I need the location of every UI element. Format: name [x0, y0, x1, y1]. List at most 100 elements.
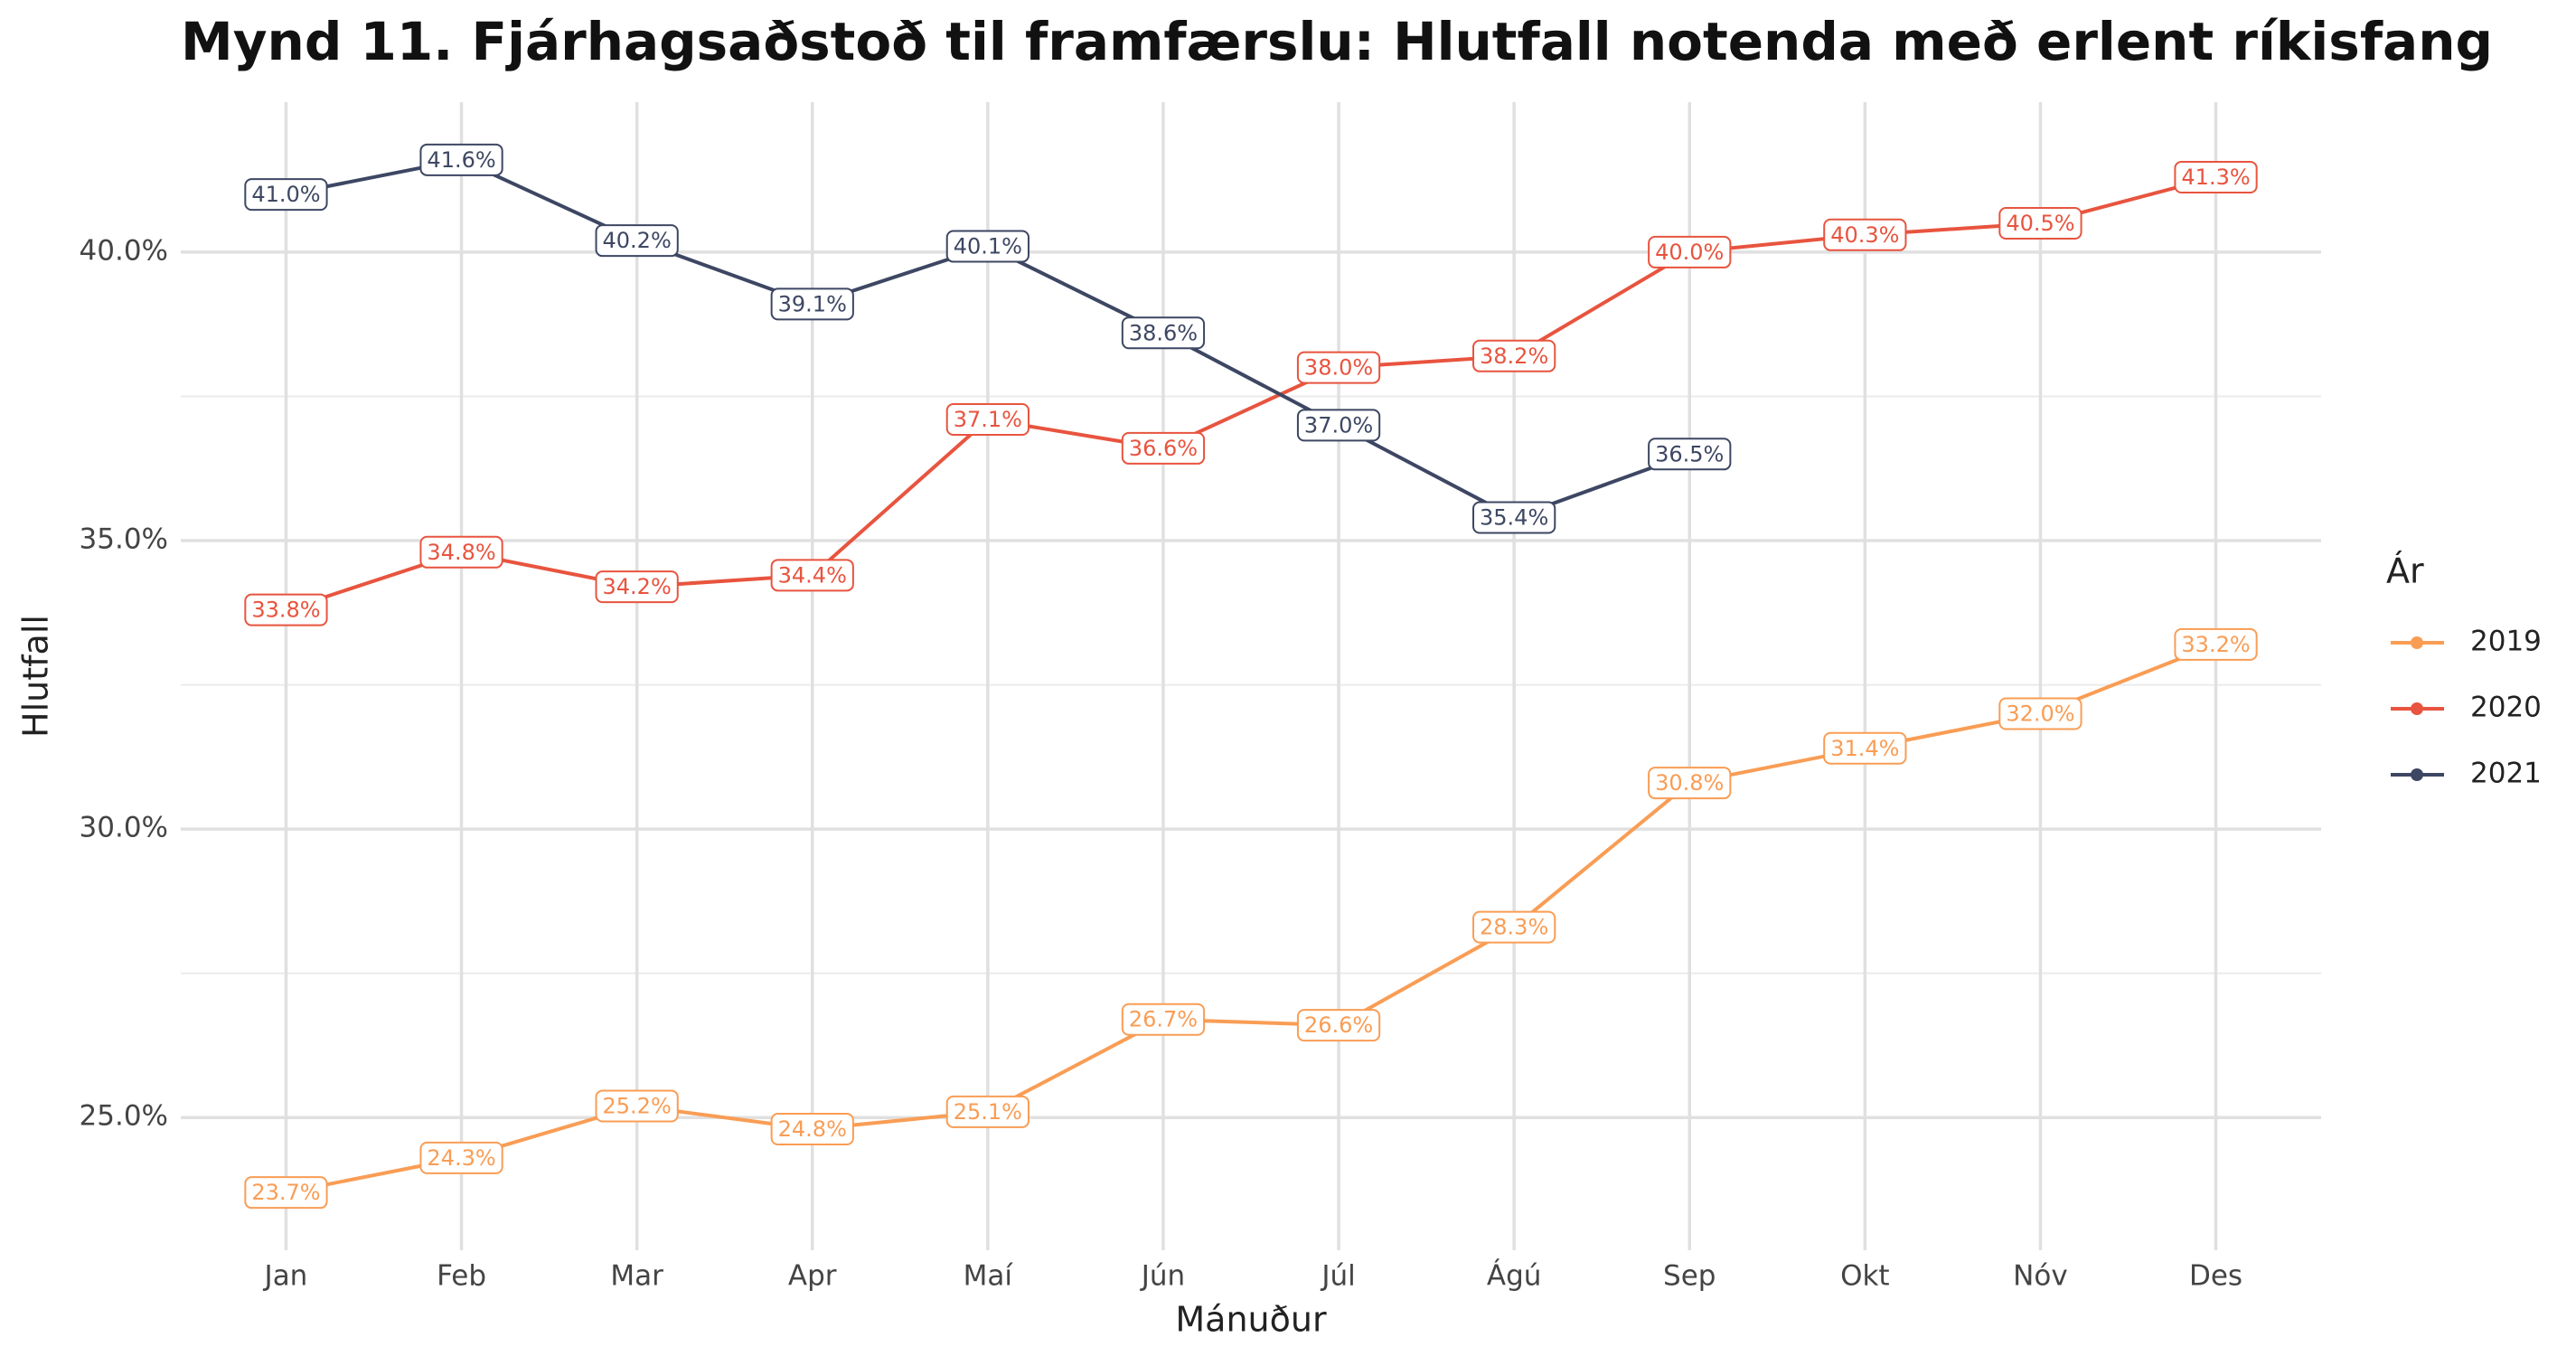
x-tick-label: Sep: [1663, 1260, 1716, 1293]
x-axis-label: Mánuður: [1175, 1300, 1327, 1340]
data-label-text: 38.6%: [1129, 320, 1198, 345]
data-label: 40.5%: [1998, 207, 2082, 240]
series-line: [286, 643, 2217, 1195]
data-label-text: 24.3%: [427, 1145, 495, 1171]
x-tick-label: Júl: [1320, 1260, 1355, 1293]
data-label-box: [419, 1141, 503, 1174]
data-label-box: [244, 1176, 328, 1210]
data-label-box: [945, 1095, 1029, 1128]
legend-swatch-point: [2411, 636, 2423, 649]
data-label-box: [1823, 218, 1907, 251]
data-label-box: [595, 224, 679, 258]
data-label: 36.6%: [1121, 431, 1206, 465]
data-label-text: 28.3%: [1480, 915, 1548, 940]
data-label: 24.3%: [419, 1141, 503, 1174]
data-label: 38.0%: [1296, 351, 1381, 384]
data-label-box: [1121, 316, 1206, 350]
data-label: 33.8%: [244, 593, 328, 626]
data-label-text: 24.8%: [778, 1116, 847, 1142]
y-tick-label: 40.0%: [80, 234, 168, 267]
data-label-text: 40.1%: [954, 234, 1022, 259]
grid: [181, 102, 2321, 1250]
data-label-box: [1296, 409, 1381, 442]
data-label: 25.2%: [595, 1089, 679, 1123]
data-label-text: 31.4%: [1830, 736, 1899, 761]
data-label-box: [1121, 431, 1206, 465]
y-tick-label: 35.0%: [80, 523, 168, 556]
data-label: 34.4%: [770, 559, 854, 592]
data-label-text: 26.7%: [1129, 1007, 1198, 1032]
data-label: 40.2%: [595, 224, 679, 258]
legend-swatch-point: [2411, 702, 2423, 715]
data-label-text: 32.0%: [2006, 701, 2074, 726]
data-label-box: [419, 535, 503, 569]
data-label-text: 39.1%: [778, 291, 847, 316]
x-tick-label: Des: [2189, 1260, 2242, 1293]
data-label-box: [2174, 160, 2258, 193]
data-label-box: [419, 143, 503, 176]
data-label: 37.1%: [945, 403, 1029, 437]
data-label-text: 33.2%: [2181, 632, 2250, 657]
legend-title: Ár: [2386, 551, 2424, 591]
data-label-text: 37.0%: [1304, 412, 1373, 438]
data-label-text: 35.4%: [1480, 504, 1548, 530]
data-label-text: 38.2%: [1480, 344, 1548, 369]
data-label-text: 34.8%: [427, 540, 495, 565]
data-label: 34.2%: [595, 570, 679, 604]
data-label-text: 37.1%: [954, 407, 1022, 432]
data-label-box: [770, 1112, 854, 1145]
legend-swatch-point: [2411, 768, 2423, 781]
data-label: 26.6%: [1296, 1009, 1381, 1042]
data-label-box: [1648, 235, 1732, 268]
data-label-box: [595, 1089, 679, 1123]
y-tick-label: 30.0%: [80, 812, 168, 844]
x-tick-label: Jan: [263, 1260, 308, 1293]
data-label-text: 25.1%: [954, 1099, 1022, 1125]
y-tick-label: 25.0%: [80, 1100, 168, 1133]
data-label-box: [1296, 351, 1381, 384]
x-tick-label: Jún: [1140, 1260, 1185, 1293]
data-label-box: [244, 178, 328, 212]
series-line: [285, 175, 2217, 612]
data-label: 33.2%: [2174, 627, 2258, 661]
y-axis-label: Hlutfall: [16, 615, 56, 738]
data-label: 32.0%: [1998, 697, 2082, 730]
data-label-box: [2174, 627, 2258, 661]
data-label-text: 41.6%: [427, 147, 495, 173]
data-label-text: 34.4%: [778, 562, 847, 588]
data-label: 41.6%: [419, 143, 503, 176]
data-label: 37.0%: [1296, 409, 1381, 442]
data-label-box: [770, 559, 854, 592]
data-label-box: [1296, 1009, 1381, 1042]
data-label-text: 36.5%: [1655, 441, 1724, 466]
data-label-text: 25.2%: [603, 1093, 672, 1118]
data-label: 30.8%: [1648, 767, 1732, 800]
x-tick-label: Nóv: [2013, 1260, 2068, 1293]
data-label-box: [1648, 767, 1732, 800]
data-label: 24.8%: [770, 1112, 854, 1145]
data-label: 40.0%: [1648, 235, 1732, 268]
data-label-text: 38.0%: [1304, 355, 1373, 381]
data-label: 23.7%: [244, 1176, 328, 1210]
data-label-box: [945, 403, 1029, 437]
data-label: 34.8%: [419, 535, 503, 569]
data-label-text: 41.0%: [251, 182, 320, 207]
legend-label: 2020: [2470, 692, 2542, 724]
data-label: 38.2%: [1472, 339, 1556, 372]
x-tick-label: Maí: [964, 1260, 1014, 1293]
data-label: 41.3%: [2174, 160, 2258, 193]
data-label: 38.6%: [1121, 316, 1206, 350]
data-label-box: [1998, 207, 2082, 240]
data-label-box: [1472, 910, 1556, 944]
x-tick-label: Feb: [437, 1260, 486, 1293]
x-tick-label: Okt: [1840, 1260, 1890, 1293]
data-label-box: [244, 593, 328, 626]
data-label-box: [945, 230, 1029, 263]
data-label-text: 36.6%: [1129, 436, 1198, 461]
legend-label: 2019: [2470, 626, 2542, 658]
x-tick-label: Ágú: [1487, 1260, 1542, 1293]
x-tick-label: Mar: [610, 1260, 663, 1293]
data-label: 39.1%: [770, 287, 854, 321]
data-label-text: 34.2%: [603, 574, 672, 599]
data-label-text: 26.6%: [1304, 1012, 1373, 1038]
